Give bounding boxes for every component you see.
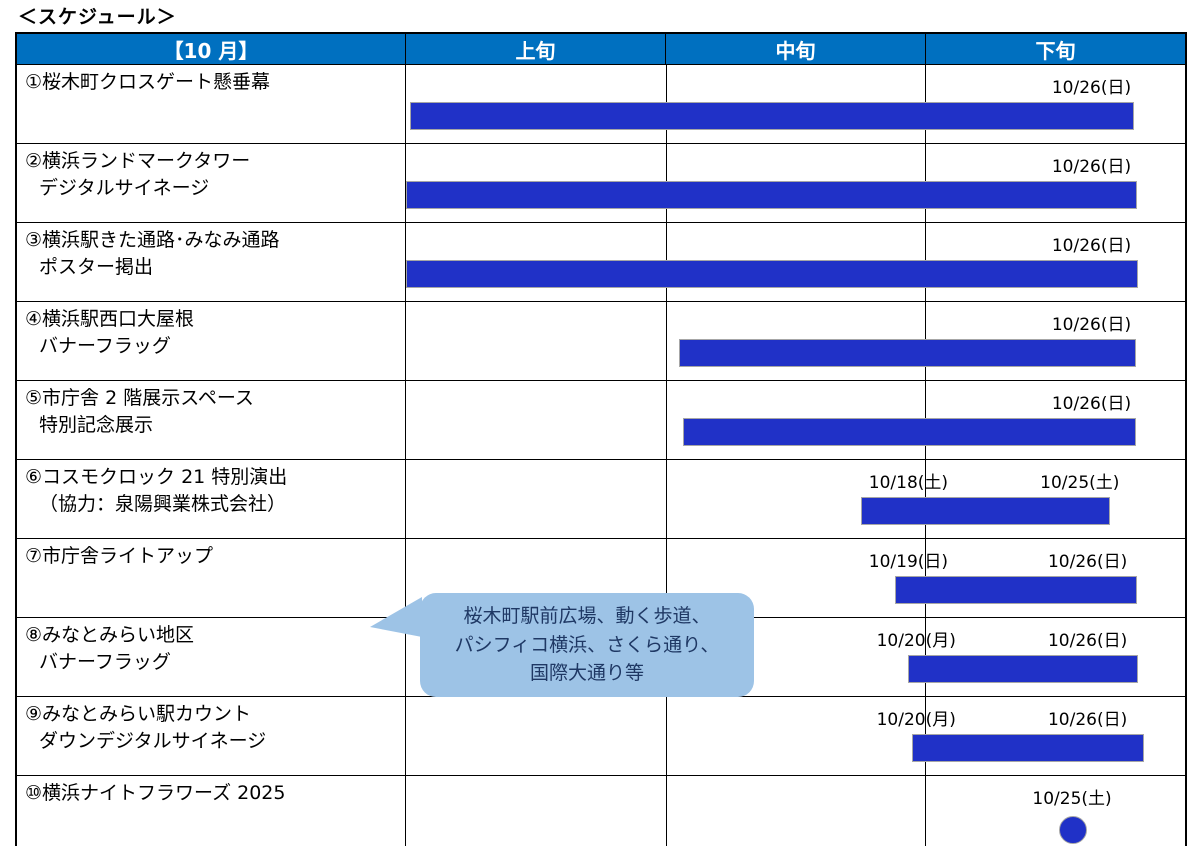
column-divider [665, 381, 667, 459]
date-label: 10/25(土) [1032, 789, 1112, 809]
task-chart-cell: 10/19(日) 10/26(日) [406, 539, 1185, 617]
callout-tail [370, 597, 422, 637]
task-label-line1: ⑥コスモクロック 21 特別演出 [25, 466, 288, 488]
task-chart-cell: 10/26(日) [406, 65, 1185, 143]
task-chart-cell: 10/26(日) [405, 144, 1185, 222]
date-label: 10/26(日) [1047, 552, 1128, 572]
task-label: ⑧みなとみらい地区 バナーフラッグ [17, 618, 406, 696]
task-chart-cell: 10/26(日) [406, 381, 1185, 459]
task-label: ⑤市庁舎 2 階展示スペース 特別記念展示 [17, 381, 406, 459]
location-callout: 桜木町駅前広場、動く歩道、 パシフィコ横浜、さくら通り、 国際大通り等 [370, 593, 754, 697]
task-label: ⑨みなとみらい駅カウント ダウンデジタルサイネージ [17, 697, 406, 775]
schedule-table: 【10 月】 上旬 中旬 下旬 ①桜木町クロスゲート懸垂幕 10/26(日) ②… [15, 32, 1187, 846]
schedule-rows: ①桜木町クロスゲート懸垂幕 10/26(日) ②横浜ランドマークタワー デジタル… [17, 64, 1185, 846]
task-label: ⑦市庁舎ライトアップ [17, 539, 406, 617]
date-label: 10/26(日) [1051, 157, 1132, 177]
header-cell-mid: 中旬 [666, 34, 926, 64]
date-label: 10/26(日) [1051, 315, 1132, 335]
gantt-bar [409, 102, 1135, 130]
task-chart-cell: 10/26(日) [405, 223, 1185, 301]
gantt-bar [860, 497, 1111, 525]
task-label-line1: ②横浜ランドマークタワー [25, 150, 251, 172]
task-label-line1: ③横浜駅きた通路･みなみ通路 [25, 229, 280, 251]
callout-line: 国際大通り等 [529, 662, 644, 684]
date-label: 10/26(日) [1047, 631, 1128, 651]
task-label-line1: ⑦市庁舎ライトアップ [25, 545, 214, 567]
task-label: ⑩横浜ナイトフラワーズ 2025 [17, 776, 406, 846]
task-chart-cell: 10/20(月) 10/26(日) [406, 697, 1185, 775]
column-divider [665, 697, 667, 775]
callout-line: パシフィコ横浜、さくら通り、 [454, 633, 720, 656]
task-label-line1: ⑧みなとみらい地区 [25, 624, 195, 646]
table-row: ③横浜駅きた通路･みなみ通路 ポスター掲出 10/26(日) [17, 222, 1185, 301]
task-label-line1: ④横浜駅西口大屋根 [25, 308, 195, 330]
task-label-line2: （協力：泉陽興業株式会社） [39, 492, 287, 515]
header-cell-late: 下旬 [1035, 38, 1076, 63]
task-label-line2: バナーフラッグ [39, 334, 171, 357]
table-header-row: 【10 月】 上旬 中旬 下旬 [17, 34, 1185, 64]
table-row: ⑥コスモクロック 21 特別演出 （協力：泉陽興業株式会社） 10/18(土) 1… [17, 459, 1185, 538]
column-divider [925, 776, 927, 846]
table-row: ①桜木町クロスゲート懸垂幕 10/26(日) [17, 64, 1185, 143]
task-label-line1: ⑩横浜ナイトフラワーズ 2025 [25, 782, 286, 804]
task-chart-cell: 10/26(日) [406, 302, 1185, 380]
date-label: 10/26(日) [1047, 710, 1128, 730]
table-row: ⑨みなとみらい駅カウント ダウンデジタルサイネージ 10/20(月) 10/26(… [17, 696, 1185, 775]
date-label: 10/18(土) [868, 473, 949, 493]
gantt-bar [678, 339, 1136, 367]
date-label: 10/20(月) [876, 710, 956, 730]
task-label: ④横浜駅西口大屋根 バナーフラッグ [17, 302, 406, 380]
gantt-bar [912, 734, 1145, 762]
task-chart-cell: 10/18(土) 10/25(土) [406, 460, 1185, 538]
table-row: ②横浜ランドマークタワー デジタルサイネージ 10/26(日) [17, 143, 1185, 222]
task-label: ②横浜ランドマークタワー デジタルサイネージ [17, 144, 406, 222]
date-label: 10/25(土) [1040, 473, 1120, 493]
task-label-line2: デジタルサイネージ [39, 176, 210, 199]
gantt-bar [895, 576, 1137, 604]
task-label: ⑥コスモクロック 21 特別演出 （協力：泉陽興業株式会社） [17, 460, 406, 538]
task-chart-cell: 10/25(土) [406, 776, 1185, 846]
task-label-line1: ⑤市庁舎 2 階展示スペース [25, 387, 254, 409]
task-label-line2: バナーフラッグ [39, 650, 171, 673]
task-label-line2: 特別記念展示 [39, 413, 154, 436]
table-row: ⑤市庁舎 2 階展示スペース 特別記念展示 10/26(日) [17, 380, 1185, 459]
date-label: 10/26(日) [1051, 78, 1132, 98]
task-label-line2: ポスター掲出 [39, 255, 154, 278]
gantt-bar [682, 418, 1136, 446]
date-label: 10/26(日) [1051, 236, 1132, 256]
gantt-bar [405, 260, 1139, 288]
task-label: ①桜木町クロスゲート懸垂幕 [17, 65, 406, 143]
column-divider [665, 302, 667, 380]
date-label: 10/19(日) [868, 552, 949, 572]
gantt-dot [1058, 816, 1087, 844]
header-cell-month: 【10 月】 [17, 34, 406, 64]
column-divider [665, 539, 667, 617]
task-label: ③横浜駅きた通路･みなみ通路 ポスター掲出 [17, 223, 406, 301]
table-row: ⑦市庁舎ライトアップ 10/19(日) 10/26(日) [17, 538, 1185, 617]
date-label: 10/20(月) [876, 631, 956, 651]
date-label: 10/26(日) [1051, 394, 1132, 414]
task-label-line1: ①桜木町クロスゲート懸垂幕 [25, 71, 271, 93]
table-row: ⑩横浜ナイトフラワーズ 2025 10/25(土) [17, 775, 1185, 846]
task-label-line1: ⑨みなとみらい駅カウント [25, 703, 252, 725]
table-row: ④横浜駅西口大屋根 バナーフラッグ 10/26(日) [17, 301, 1185, 380]
task-label-line2: ダウンデジタルサイネージ [39, 729, 267, 752]
page-title: ＜スケジュール＞ [18, 6, 177, 28]
gantt-bar [405, 181, 1137, 209]
gantt-bar [908, 655, 1139, 683]
column-divider [665, 776, 667, 846]
header-cell-early: 上旬 [406, 34, 666, 64]
task-chart-cell: 10/20(月) 10/26(日) [406, 618, 1185, 696]
callout-line: 桜木町駅前広場、動く歩道、 [463, 605, 711, 627]
column-divider [665, 460, 667, 538]
